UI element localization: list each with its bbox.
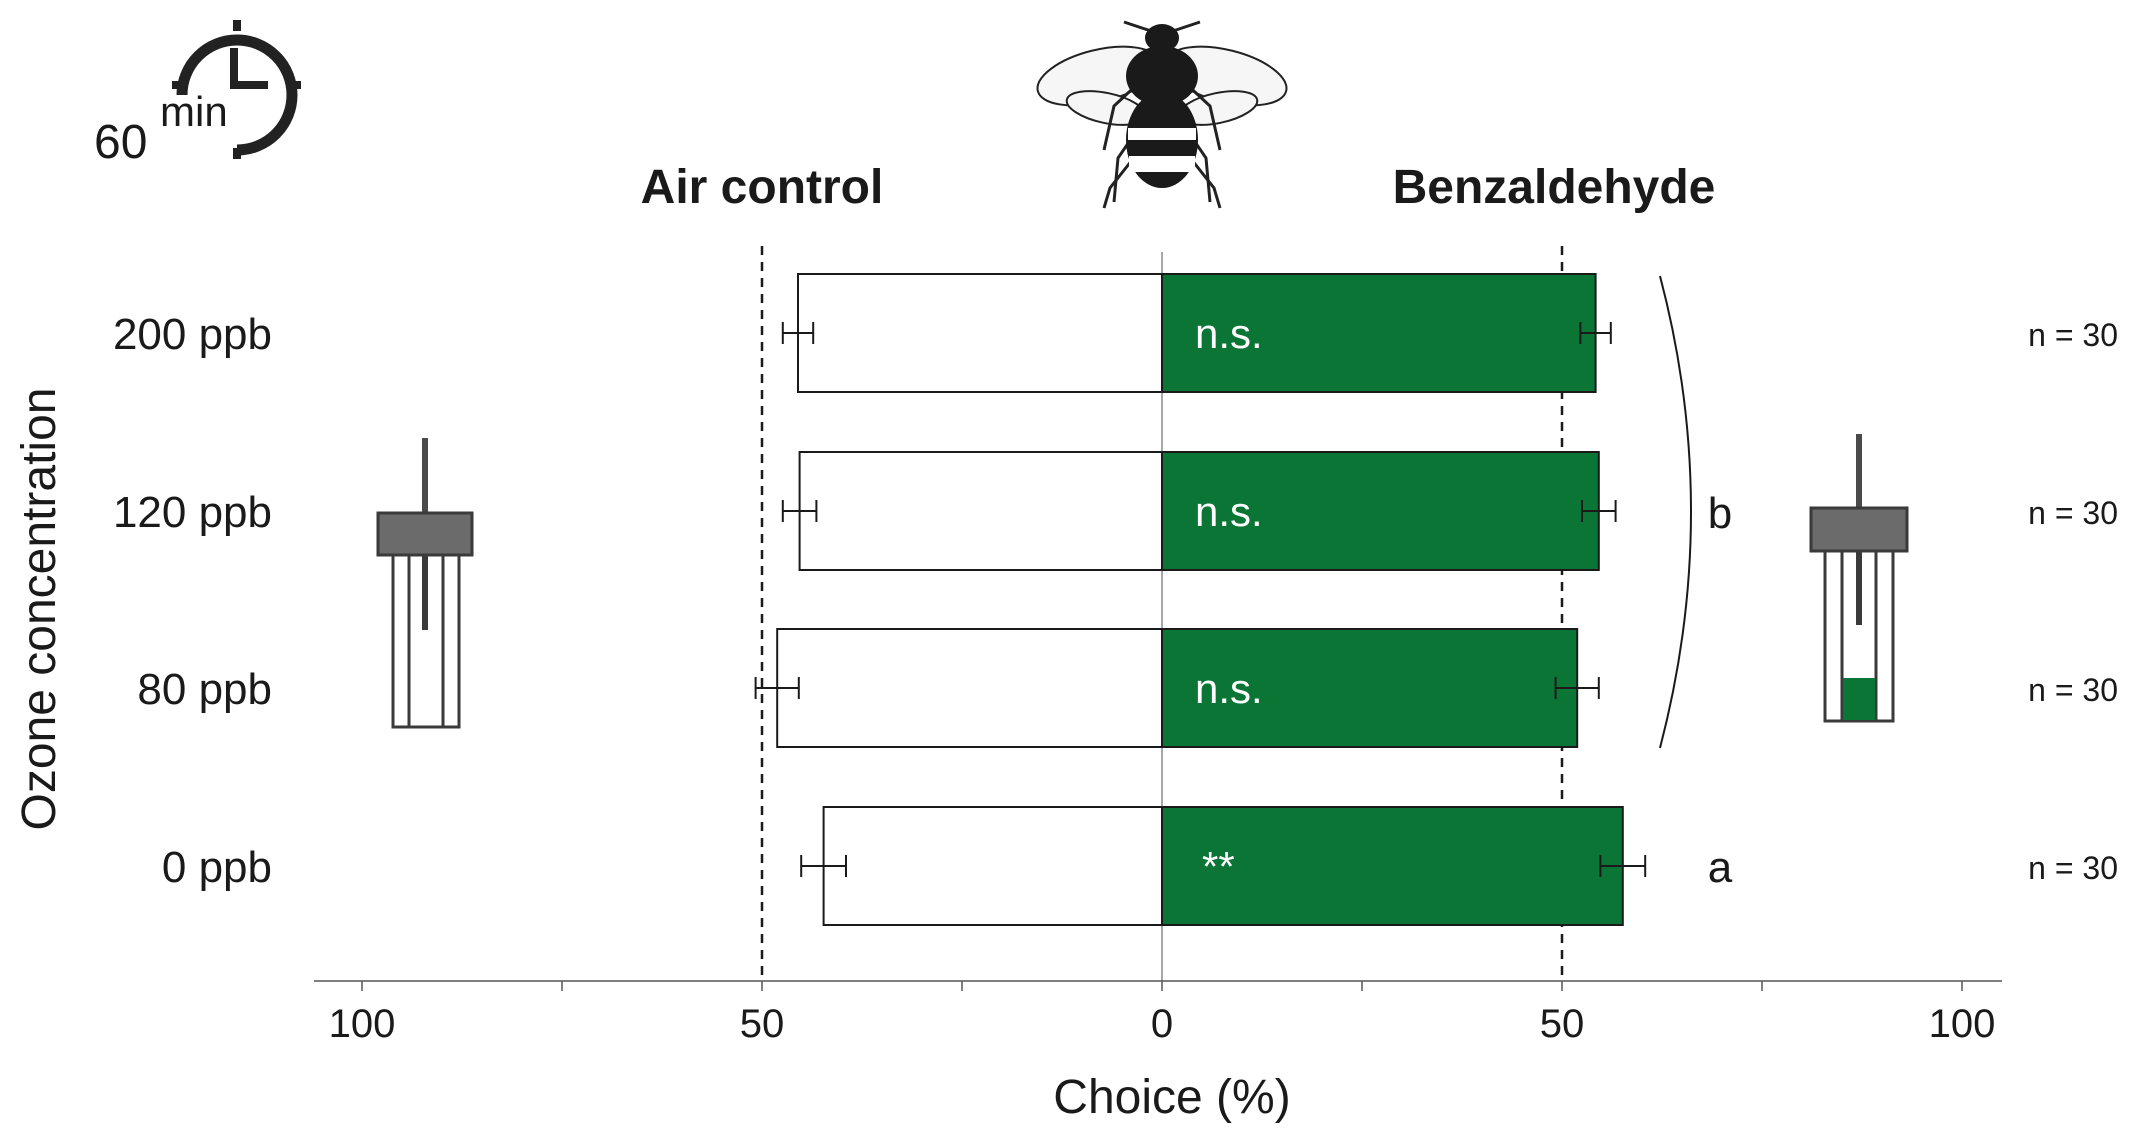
clock-icon bbox=[172, 20, 301, 159]
significance-label: ** bbox=[1202, 843, 1235, 890]
sample-size-label: n = 30 bbox=[2028, 672, 2118, 708]
control-bar bbox=[798, 451, 1163, 571]
timer-value: 60 bbox=[94, 116, 147, 169]
x-tick-label: 0 bbox=[1151, 1002, 1173, 1046]
x-tick-label: 100 bbox=[1929, 1002, 1996, 1046]
control-bar bbox=[776, 628, 1163, 748]
right-title: Benzaldehyde bbox=[1393, 161, 1716, 214]
x-tick-label: 50 bbox=[1540, 1002, 1585, 1046]
category-label: 80 ppb bbox=[137, 665, 272, 714]
empty-tube-icon bbox=[376, 438, 474, 729]
significance-label: n.s. bbox=[1195, 488, 1263, 535]
timer-unit: min bbox=[160, 88, 228, 135]
group-bracket bbox=[1659, 275, 1692, 749]
category-label: 200 ppb bbox=[113, 310, 272, 359]
group-letter: b bbox=[1708, 489, 1732, 538]
left-title: Air control bbox=[641, 161, 884, 214]
category-label: 120 ppb bbox=[113, 488, 272, 537]
significance-label: n.s. bbox=[1195, 310, 1263, 357]
treatment-bar bbox=[1161, 628, 1579, 748]
control-bar bbox=[797, 273, 1163, 393]
treatment-bar bbox=[1161, 806, 1624, 926]
sample-size-label: n = 30 bbox=[2028, 850, 2118, 886]
odor-tube-icon bbox=[1809, 434, 1909, 723]
control-bar bbox=[822, 806, 1163, 926]
x-tick-label: 50 bbox=[740, 1002, 785, 1046]
significance-label: n.s. bbox=[1195, 665, 1263, 712]
sample-size-label: n = 30 bbox=[2028, 495, 2118, 531]
x-tick-label: 100 bbox=[329, 1002, 396, 1046]
y-axis-title: Ozone concentration bbox=[13, 388, 66, 831]
group-letter: a bbox=[1708, 843, 1733, 892]
plot-area: 200 ppb n.s. n = 30 120 ppb n.s. n = 30 80 ppb… bbox=[113, 246, 2118, 1046]
category-label: 0 ppb bbox=[162, 843, 272, 892]
treatment-bar bbox=[1161, 451, 1600, 571]
bumblebee-icon bbox=[1036, 20, 1288, 209]
sample-size-label: n = 30 bbox=[2028, 317, 2118, 353]
x-axis-title: Choice (%) bbox=[1053, 1071, 1290, 1124]
